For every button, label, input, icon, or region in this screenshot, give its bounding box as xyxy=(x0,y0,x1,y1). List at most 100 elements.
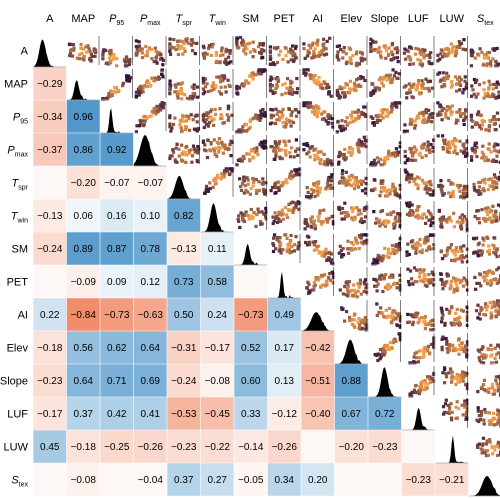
scatter-panel xyxy=(402,102,435,134)
scatter-point xyxy=(412,179,416,183)
scatter-point xyxy=(494,96,498,100)
scatter-point xyxy=(224,61,228,65)
scatter-point xyxy=(416,360,420,364)
scatter-point xyxy=(193,114,197,118)
corr-value-label: −0.45 xyxy=(205,409,231,420)
scatter-point xyxy=(431,145,435,149)
scatter-point xyxy=(348,56,352,60)
scatter-point xyxy=(487,438,492,442)
scatter-point xyxy=(450,323,454,327)
corr-value-label: 0.12 xyxy=(141,277,161,288)
scatter-point xyxy=(208,181,212,185)
scatter-point xyxy=(219,92,224,96)
scatter-point xyxy=(428,61,432,65)
scatter-panel xyxy=(134,36,167,67)
scatter-point xyxy=(302,68,306,72)
corr-value-label: −0.53 xyxy=(171,409,197,420)
scatter-point xyxy=(465,355,469,359)
scatter-point xyxy=(347,121,351,125)
scatter-point xyxy=(384,194,388,198)
scatter-point xyxy=(209,108,214,112)
scatter-point xyxy=(318,50,322,55)
scatter-point xyxy=(269,189,273,193)
scatter-point xyxy=(344,82,348,86)
corr-value-label: 0.34 xyxy=(275,475,295,486)
scatter-point xyxy=(359,292,363,296)
scatter-point xyxy=(326,184,330,188)
scatter-point xyxy=(353,215,357,219)
scatter-point xyxy=(325,84,329,88)
scatter-point xyxy=(280,208,284,212)
scatter-point xyxy=(486,91,490,95)
scatter-panel xyxy=(472,171,500,196)
corr-cell xyxy=(200,397,234,430)
corr-cell xyxy=(200,232,234,265)
scatter-point xyxy=(480,150,484,154)
scatter-point xyxy=(418,215,422,219)
scatter-point xyxy=(323,110,327,114)
scatter-point xyxy=(452,150,456,154)
scatter-point xyxy=(268,62,272,66)
scatter-point xyxy=(378,194,382,198)
scatter-point xyxy=(449,181,453,185)
scatter-point xyxy=(324,119,328,123)
scatter-point xyxy=(308,243,312,247)
corr-cell xyxy=(200,430,234,463)
scatter-point xyxy=(331,281,335,285)
scatter-point xyxy=(291,44,295,48)
scatter-point xyxy=(289,79,293,83)
scatter-point xyxy=(422,268,426,272)
scatter-point xyxy=(440,118,444,122)
corr-cell xyxy=(133,463,167,496)
scatter-point xyxy=(261,177,265,181)
scatter-point xyxy=(420,250,424,255)
scatter-point xyxy=(251,155,255,159)
scatter-point xyxy=(446,273,450,277)
scatter-point xyxy=(371,116,375,120)
scatter-point xyxy=(485,304,490,308)
scatter-point xyxy=(495,382,499,386)
scatter-point xyxy=(491,270,495,274)
scatter-point xyxy=(437,209,441,213)
scatter-point xyxy=(275,235,279,240)
scatter-point xyxy=(310,73,314,77)
scatter-point xyxy=(135,124,139,128)
scatter-point xyxy=(203,191,207,195)
scatter-point xyxy=(287,202,291,206)
scatter-point xyxy=(314,104,318,108)
scatter-point xyxy=(441,78,445,82)
scatter-point xyxy=(386,157,390,161)
scatter-point xyxy=(441,138,446,142)
scatter-point xyxy=(363,316,367,320)
scatter-panel xyxy=(437,201,469,233)
scatter-point xyxy=(320,222,324,226)
scatter-point xyxy=(308,73,312,77)
scatter-point xyxy=(473,141,477,145)
scatter-point xyxy=(378,357,382,361)
corr-cell xyxy=(33,232,67,265)
scatter-point xyxy=(249,214,253,218)
scatter-point xyxy=(271,215,275,219)
density-curve xyxy=(368,367,402,397)
corr-value-label: 0.09 xyxy=(107,277,127,288)
scatter-point xyxy=(280,93,284,97)
scatter-point xyxy=(315,115,319,119)
corr-value-label: 0.27 xyxy=(208,475,228,486)
corr-value-label: −0.40 xyxy=(305,409,331,420)
scatter-point xyxy=(476,209,481,213)
scatter-point xyxy=(313,194,317,199)
scatter-point xyxy=(145,54,149,58)
scatter-point xyxy=(464,383,468,387)
corr-cell xyxy=(301,397,335,430)
scatter-point xyxy=(419,279,423,283)
scatter-point xyxy=(263,192,267,196)
scatter-point xyxy=(411,322,415,327)
corr-cell xyxy=(133,364,167,397)
scatter-point xyxy=(219,177,223,181)
scatter-point xyxy=(241,38,245,42)
scatter-point xyxy=(477,419,481,424)
scatter-point xyxy=(272,243,276,248)
scatter-point xyxy=(480,451,484,455)
scatter-point xyxy=(181,81,185,85)
scatter-point xyxy=(449,283,453,287)
